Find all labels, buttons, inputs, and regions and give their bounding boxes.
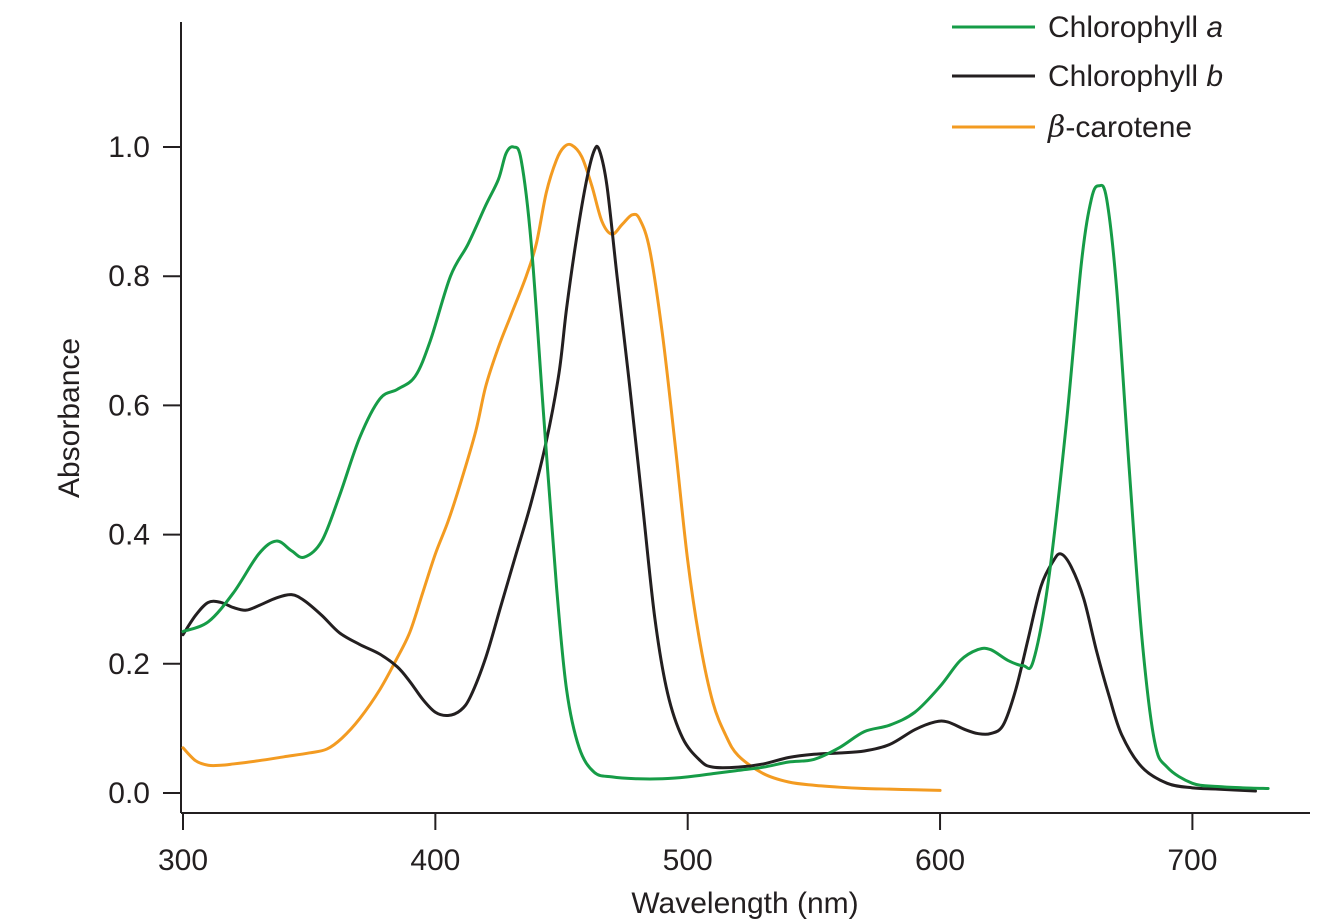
legend-label: Chlorophyll b <box>1048 60 1223 93</box>
x-axis-ticks: 300 400 500 600 700 <box>158 813 1217 877</box>
y-axis-ticks: 0.0 0.2 0.4 0.6 0.8 1.0 <box>108 131 181 810</box>
legend: Chlorophyll a Chlorophyll b β-carotene <box>952 11 1223 145</box>
y-tick-label: 0.8 <box>108 260 150 293</box>
legend-entry-chlorophyll-b: Chlorophyll b <box>952 60 1223 93</box>
legend-label: β-carotene <box>1047 110 1192 145</box>
series-layer <box>181 142 1270 793</box>
x-tick-label: 600 <box>915 844 965 877</box>
legend-label: Chlorophyll a <box>1048 11 1223 44</box>
x-tick-label: 300 <box>158 844 208 877</box>
y-tick-label: 0.4 <box>108 519 150 552</box>
y-tick-label: 0.6 <box>108 389 150 422</box>
x-axis-title: Wavelength (nm) <box>631 887 858 920</box>
x-tick-label: 500 <box>663 844 713 877</box>
y-tick-label: 0.0 <box>108 777 150 810</box>
x-tick-label: 400 <box>410 844 460 877</box>
y-tick-label: 0.2 <box>108 648 150 681</box>
series-line-chlorophyll-a <box>181 145 1270 790</box>
x-tick-label: 700 <box>1167 844 1217 877</box>
series-line-beta-carotene <box>181 142 942 792</box>
series-line-chlorophyll-b <box>181 144 1257 793</box>
legend-entry-beta-carotene: β-carotene <box>952 110 1192 145</box>
legend-entry-chlorophyll-a: Chlorophyll a <box>952 11 1223 44</box>
y-axis-title: Absorbance <box>53 338 86 498</box>
y-tick-label: 1.0 <box>108 131 150 164</box>
